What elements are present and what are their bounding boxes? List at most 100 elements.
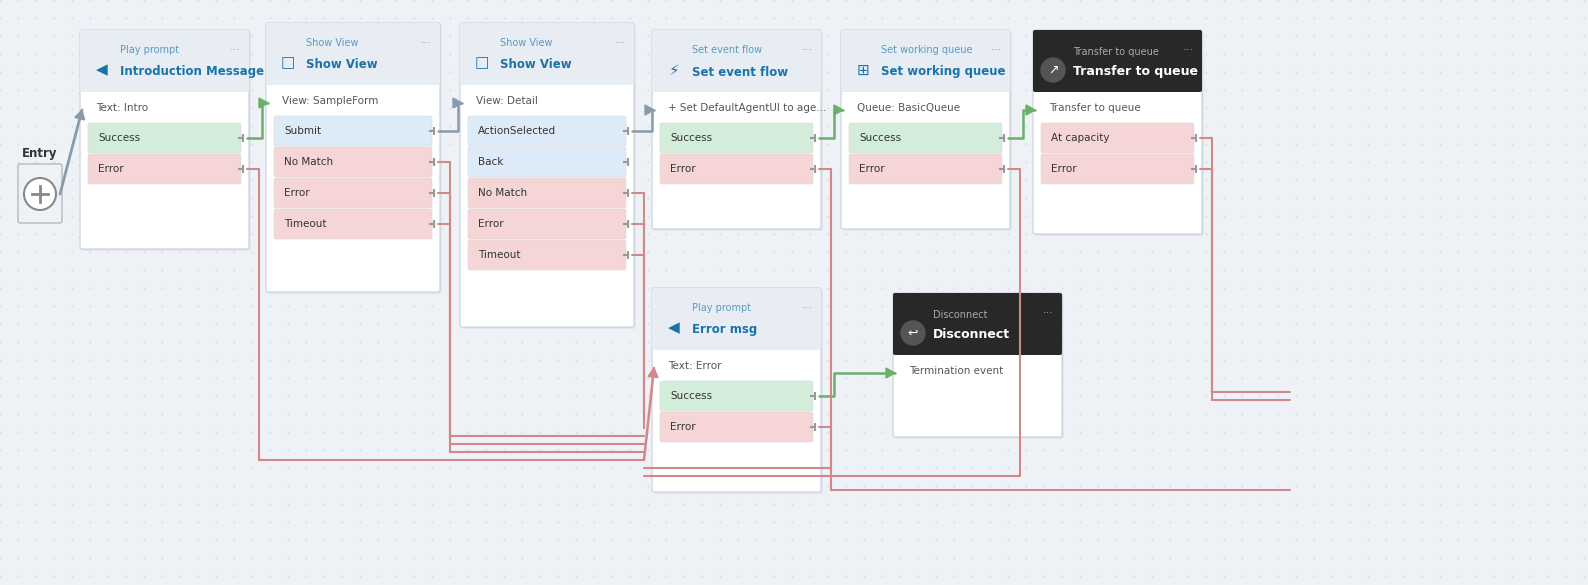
Bar — [654, 84, 819, 90]
FancyBboxPatch shape — [275, 116, 432, 146]
FancyBboxPatch shape — [275, 178, 432, 208]
FancyBboxPatch shape — [1035, 32, 1204, 236]
Text: Error msg: Error msg — [692, 324, 757, 336]
FancyBboxPatch shape — [87, 123, 241, 153]
Text: Set event flow: Set event flow — [692, 45, 762, 55]
FancyBboxPatch shape — [462, 25, 637, 329]
Text: Queue: BasicQueue: Queue: BasicQueue — [858, 103, 961, 113]
Text: Success: Success — [670, 133, 711, 143]
Polygon shape — [648, 368, 657, 377]
Polygon shape — [645, 105, 654, 115]
Circle shape — [1042, 58, 1066, 82]
FancyBboxPatch shape — [1034, 30, 1202, 92]
Text: Entry: Entry — [22, 147, 57, 160]
FancyBboxPatch shape — [468, 116, 626, 146]
Text: ···: ··· — [802, 45, 813, 55]
Text: No Match: No Match — [478, 188, 527, 198]
FancyBboxPatch shape — [654, 32, 823, 231]
FancyBboxPatch shape — [79, 30, 249, 249]
FancyBboxPatch shape — [896, 295, 1064, 439]
FancyBboxPatch shape — [468, 178, 626, 208]
Text: No Match: No Match — [284, 157, 333, 167]
Text: Show View: Show View — [500, 38, 553, 48]
Text: □: □ — [281, 56, 295, 71]
Text: Set working queue: Set working queue — [881, 66, 1005, 78]
Text: Play prompt: Play prompt — [692, 303, 751, 313]
Text: ···: ··· — [1043, 308, 1053, 318]
Text: + Set DefaultAgentUI to age...: + Set DefaultAgentUI to age... — [669, 103, 826, 113]
Text: Transfer to queue: Transfer to queue — [1050, 103, 1140, 113]
Text: Show View: Show View — [500, 58, 572, 71]
FancyBboxPatch shape — [79, 30, 249, 92]
FancyBboxPatch shape — [17, 164, 62, 223]
Bar — [83, 84, 248, 90]
Polygon shape — [886, 368, 896, 378]
Text: Error: Error — [670, 422, 696, 432]
Text: Play prompt: Play prompt — [121, 45, 179, 55]
Text: Show View: Show View — [306, 38, 359, 48]
Text: ···: ··· — [802, 303, 813, 313]
Polygon shape — [453, 98, 462, 108]
FancyBboxPatch shape — [267, 23, 440, 85]
Bar — [654, 342, 819, 348]
Text: Set event flow: Set event flow — [692, 66, 788, 78]
Text: □: □ — [475, 56, 489, 71]
FancyBboxPatch shape — [661, 154, 813, 184]
Text: Transfer to queue: Transfer to queue — [1073, 47, 1159, 57]
FancyBboxPatch shape — [661, 412, 813, 442]
Text: ···: ··· — [230, 45, 240, 55]
Circle shape — [24, 178, 56, 210]
Text: Disconnect: Disconnect — [934, 329, 1010, 342]
Text: Success: Success — [98, 133, 140, 143]
Text: Transfer to queue: Transfer to queue — [1073, 66, 1197, 78]
FancyBboxPatch shape — [275, 209, 432, 239]
Text: Submit: Submit — [284, 126, 321, 136]
FancyBboxPatch shape — [850, 123, 1002, 153]
Text: Error: Error — [98, 164, 124, 174]
Text: View: Detail: View: Detail — [476, 96, 538, 106]
Polygon shape — [75, 110, 84, 120]
FancyBboxPatch shape — [275, 147, 432, 177]
FancyBboxPatch shape — [843, 32, 1012, 231]
FancyBboxPatch shape — [842, 30, 1010, 229]
Text: Error: Error — [284, 188, 310, 198]
Text: Success: Success — [670, 391, 711, 401]
FancyBboxPatch shape — [842, 30, 1010, 92]
FancyBboxPatch shape — [87, 154, 241, 184]
FancyBboxPatch shape — [468, 240, 626, 270]
Polygon shape — [1026, 105, 1035, 115]
FancyBboxPatch shape — [892, 293, 1062, 355]
Text: ⚡: ⚡ — [669, 63, 680, 77]
Text: Introduction Message: Introduction Message — [121, 66, 264, 78]
Text: Back: Back — [478, 157, 503, 167]
FancyBboxPatch shape — [661, 123, 813, 153]
FancyBboxPatch shape — [461, 23, 634, 327]
Text: View: SampleForm: View: SampleForm — [283, 96, 378, 106]
Text: Show View: Show View — [306, 58, 378, 71]
Text: ···: ··· — [615, 38, 626, 48]
FancyBboxPatch shape — [83, 32, 251, 251]
FancyBboxPatch shape — [1034, 30, 1202, 234]
FancyBboxPatch shape — [661, 381, 813, 411]
Text: Error: Error — [1051, 164, 1077, 174]
Polygon shape — [834, 105, 843, 115]
Polygon shape — [259, 98, 268, 108]
FancyBboxPatch shape — [653, 288, 821, 492]
Text: ···: ··· — [991, 45, 1002, 55]
Text: ↗: ↗ — [1048, 64, 1058, 77]
FancyBboxPatch shape — [1042, 154, 1194, 184]
Circle shape — [900, 321, 924, 345]
FancyBboxPatch shape — [268, 25, 441, 294]
Text: Timeout: Timeout — [478, 250, 521, 260]
FancyBboxPatch shape — [850, 154, 1002, 184]
FancyBboxPatch shape — [653, 30, 821, 92]
Bar — [268, 77, 438, 83]
FancyBboxPatch shape — [1042, 123, 1194, 153]
Text: At capacity: At capacity — [1051, 133, 1110, 143]
FancyBboxPatch shape — [654, 290, 823, 494]
Text: ◀: ◀ — [97, 63, 108, 77]
Text: ActionSelected: ActionSelected — [478, 126, 556, 136]
Bar — [843, 84, 1008, 90]
Text: ↩: ↩ — [908, 326, 918, 339]
FancyBboxPatch shape — [267, 23, 440, 292]
